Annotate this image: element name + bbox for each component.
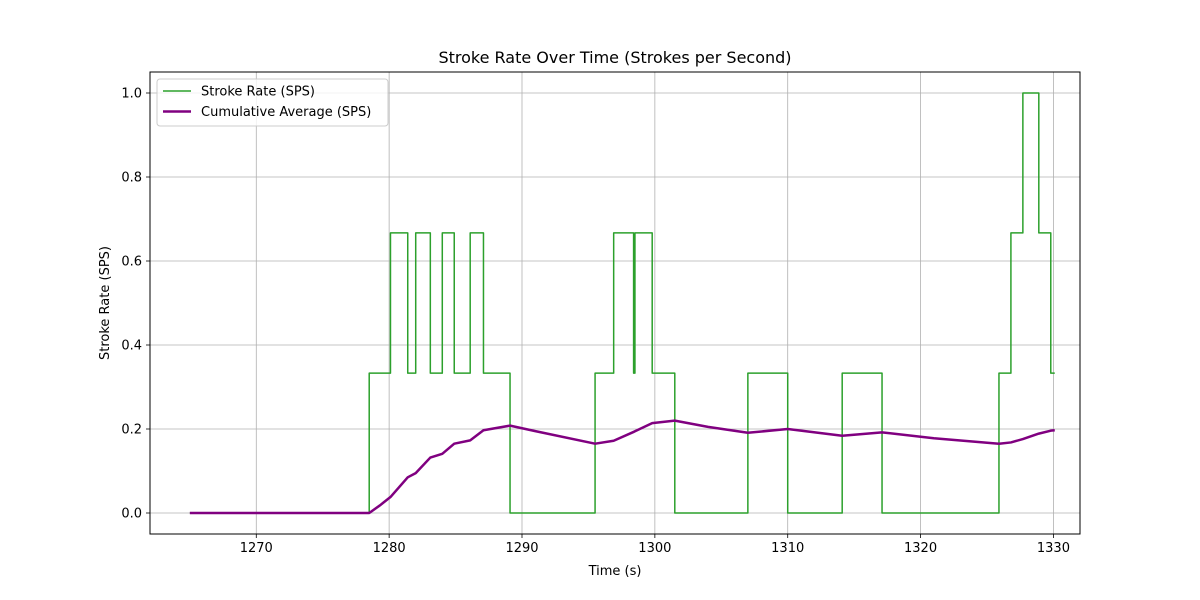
legend: Stroke Rate (SPS) Cumulative Average (SP… — [156, 78, 389, 127]
x-tick-label: 1330 — [1037, 541, 1070, 556]
series-stroke-rate-line — [189, 92, 1055, 514]
y-tick-label: 1.0 — [121, 87, 142, 102]
x-axis-title: Time (s) — [588, 564, 642, 579]
legend-label-cumulative-average: Cumulative Average (SPS) — [201, 105, 371, 120]
y-tick-label: 0.4 — [121, 339, 142, 354]
y-axis-title: Stroke Rate (SPS) — [98, 246, 113, 360]
y-tick-label: 0.8 — [121, 171, 142, 186]
series-cumulative-average-line — [189, 419, 1055, 515]
y-tick-label: 0.6 — [121, 255, 142, 270]
legend-box — [156, 78, 389, 127]
legend-label-stroke-rate: Stroke Rate (SPS) — [201, 85, 315, 100]
series-layer — [189, 92, 1055, 515]
y-tick-label: 0.2 — [121, 423, 142, 438]
chart-title: Stroke Rate Over Time (Strokes per Secon… — [438, 48, 791, 67]
x-tick-label: 1270 — [240, 541, 273, 556]
ticks-layer: 1270 1280 1290 1300 1310 1320 1330 0.0 0.2 0.4 0.6… — [121, 87, 1070, 557]
plot-frame — [149, 71, 1081, 535]
x-tick-label: 1310 — [771, 541, 804, 556]
y-tick-label: 0.0 — [121, 507, 142, 522]
x-tick-label: 1320 — [904, 541, 937, 556]
x-tick-label: 1300 — [638, 541, 671, 556]
x-tick-label: 1280 — [373, 541, 406, 556]
x-tick-label: 1290 — [505, 541, 538, 556]
